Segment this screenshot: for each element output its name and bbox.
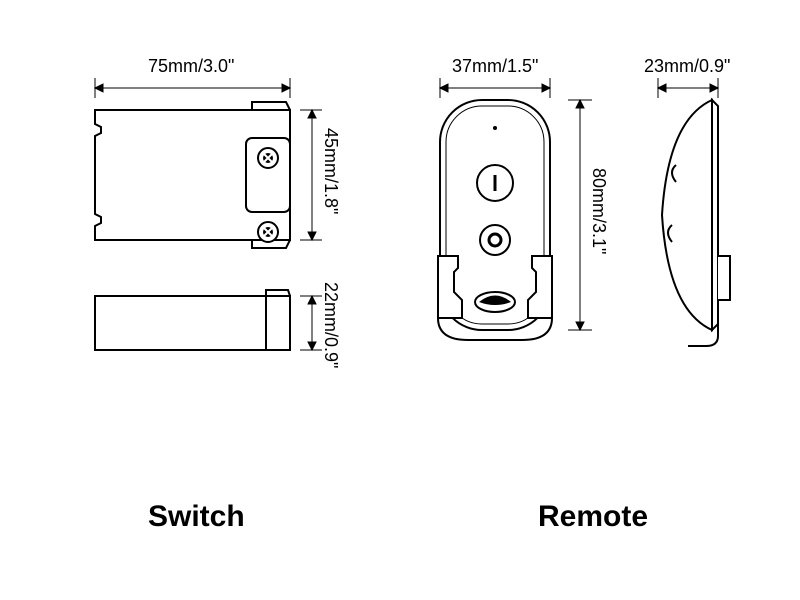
dim-switch-width: 75mm/3.0"	[148, 56, 234, 77]
remote-button-off	[480, 225, 510, 255]
dim-remote-side: 23mm/0.9"	[644, 56, 730, 77]
remote-button-on	[477, 165, 513, 201]
remote-ir-window	[475, 292, 515, 312]
remote-drawing	[0, 0, 800, 600]
diagram-canvas: 75mm/3.0" 45mm/1.8" 22mm/0.9" 37mm/1.5" …	[0, 0, 800, 600]
dim-switch-side: 22mm/0.9"	[320, 282, 341, 368]
remote-led	[493, 126, 497, 130]
dim-remote-width: 37mm/1.5"	[452, 56, 538, 77]
remote-side-view	[662, 100, 730, 346]
label-switch: Switch	[148, 500, 245, 534]
label-remote: Remote	[538, 500, 648, 534]
dim-remote-height: 80mm/3.1"	[588, 168, 609, 254]
dim-switch-height: 45mm/1.8"	[320, 128, 341, 214]
